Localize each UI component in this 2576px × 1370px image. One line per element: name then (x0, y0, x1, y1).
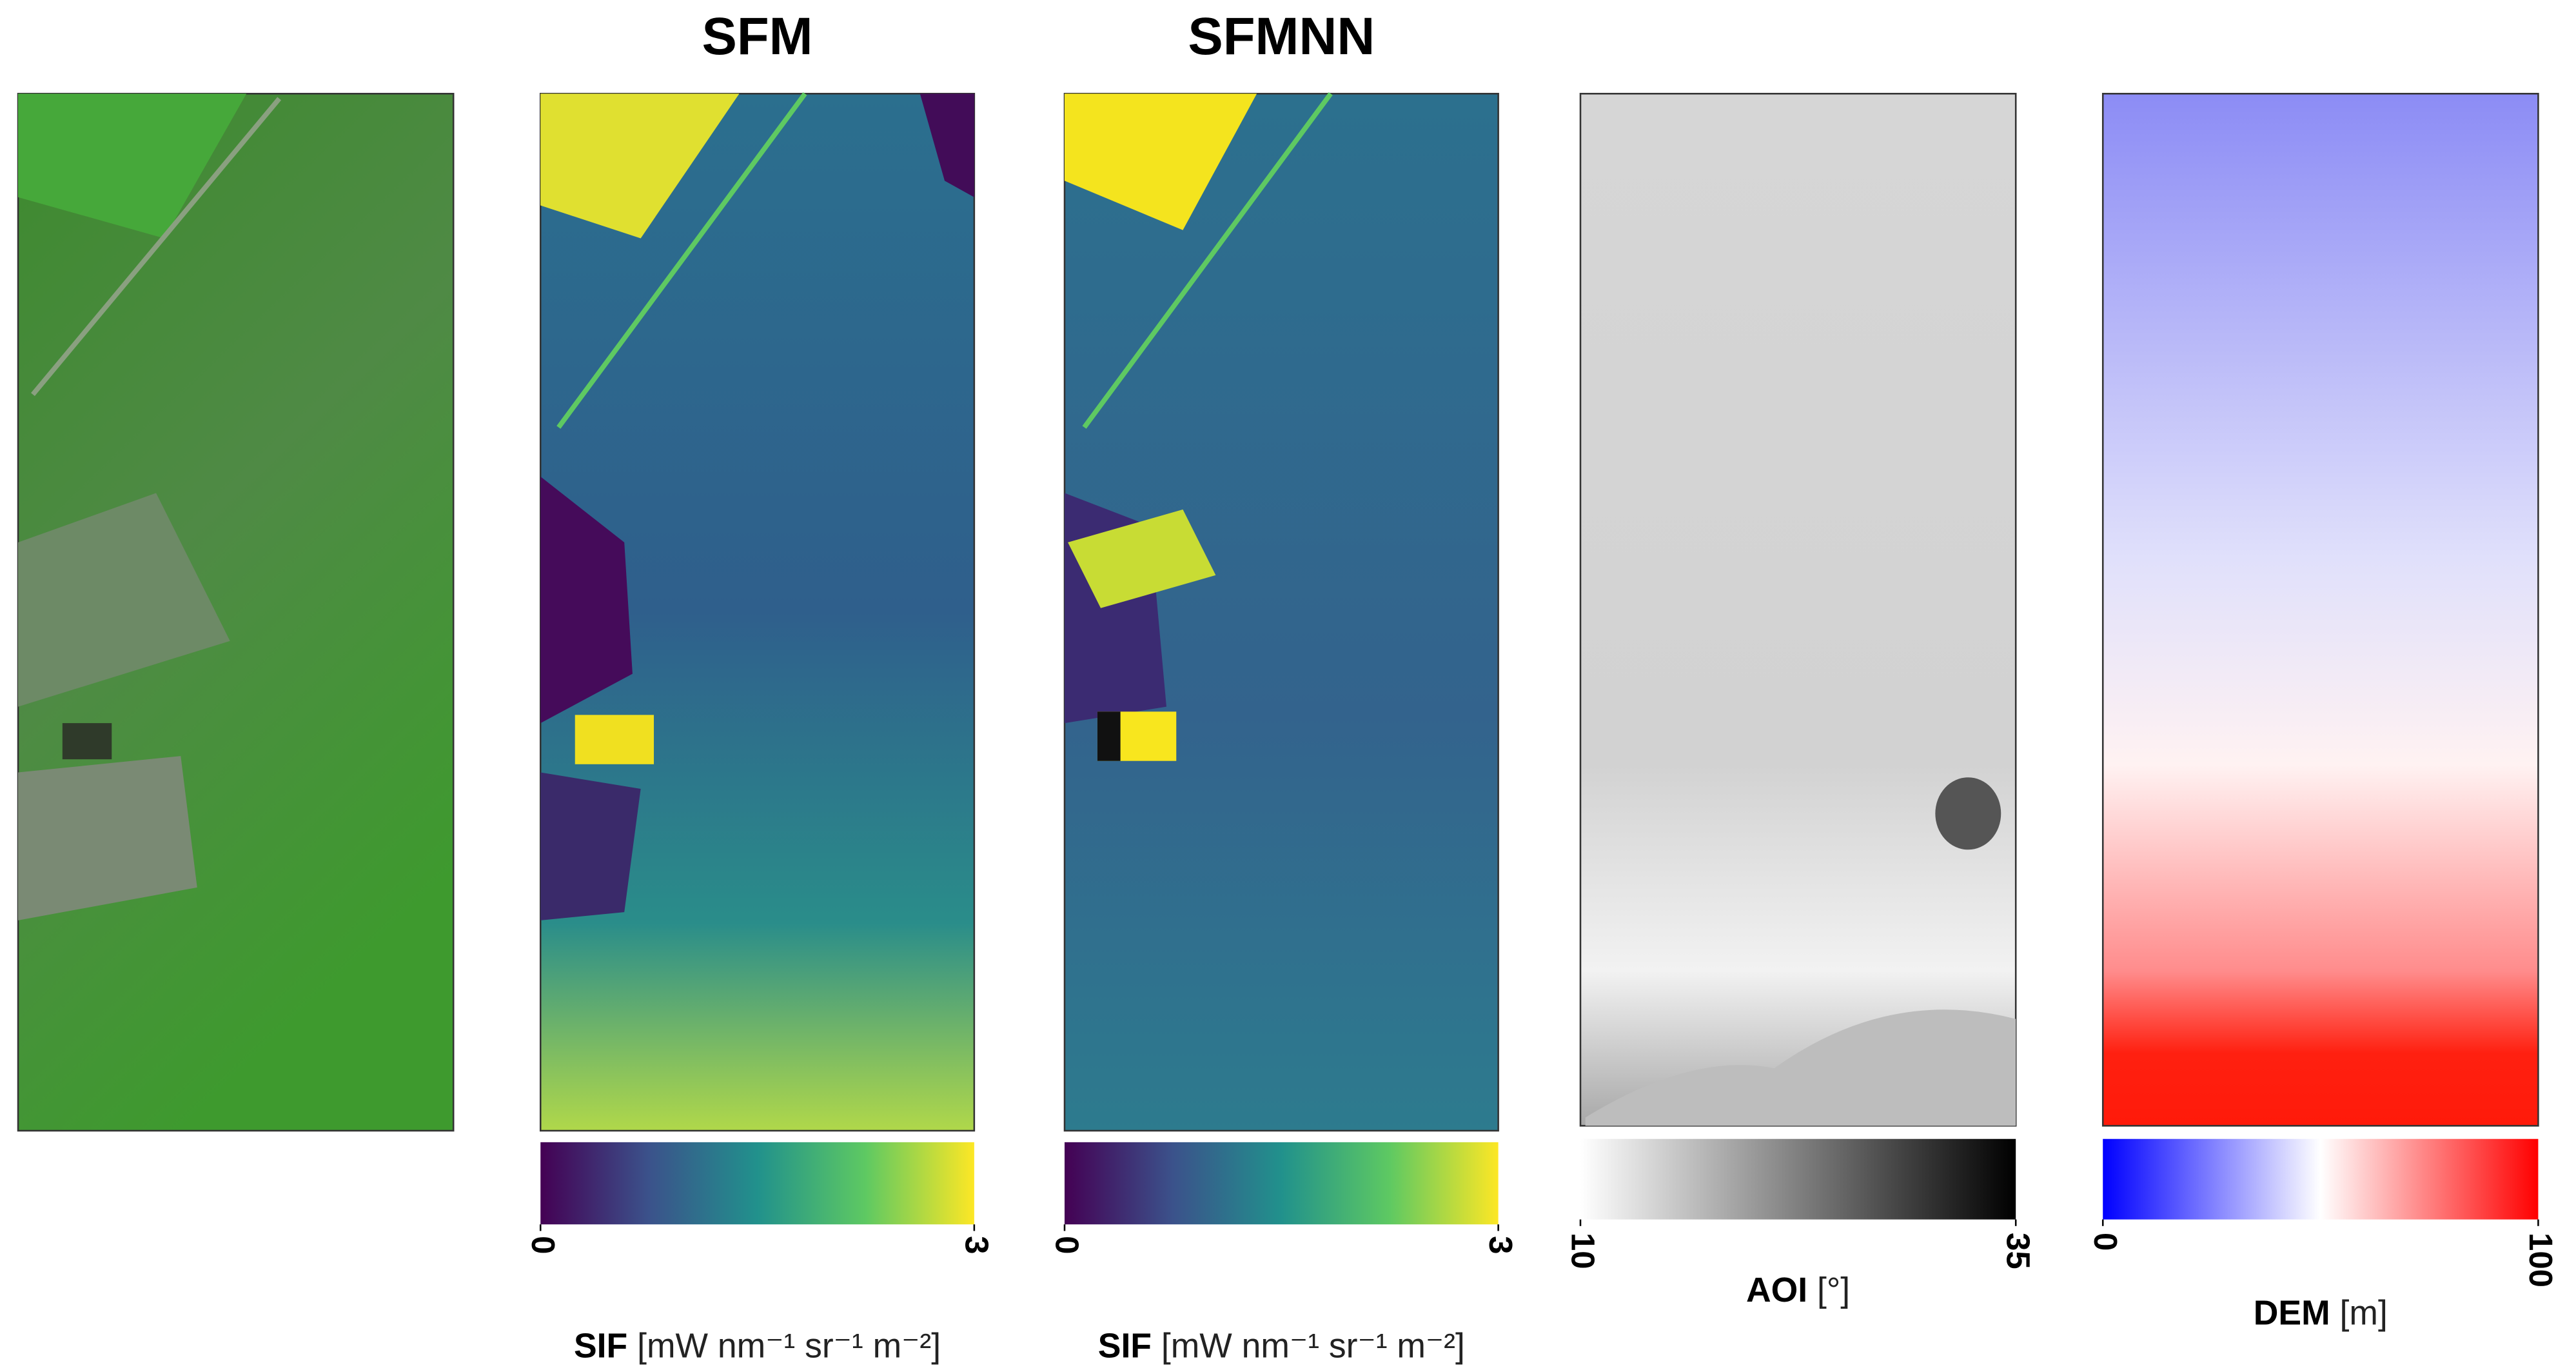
colorbar-tick-label: 10 (1565, 1233, 1602, 1269)
sfm-image (540, 94, 974, 1131)
dem-image (2103, 94, 2538, 1126)
colorbar-label-unit: [m] (2340, 1295, 2388, 1333)
colorbar-label: AOI [°] (1746, 1271, 1850, 1309)
colorbar-tick-label: 3 (1482, 1236, 1519, 1254)
colorbar (540, 1142, 974, 1224)
figure: SFM SFMNN 0 3 SIF [mW nm⁻¹ sr⁻¹ m⁻²] 0 3 SIF [m… (0, 0, 2576, 1370)
colorbar (1580, 1139, 2016, 1220)
colorbar-tick-label: 0 (2087, 1233, 2124, 1251)
colorbar-tick-label: 3 (958, 1236, 995, 1254)
rgb-image (18, 94, 453, 1131)
colorbar-label-unit: [mW nm⁻¹ sr⁻¹ m⁻²] (1161, 1327, 1465, 1365)
colorbar-label-unit: [mW nm⁻¹ sr⁻¹ m⁻²] (637, 1327, 941, 1365)
colorbar-tick-label: 100 (2522, 1233, 2559, 1287)
panel-title: SFMNN (1188, 7, 1375, 66)
colorbar-label: SIF [mW nm⁻¹ sr⁻¹ m⁻²] (1098, 1327, 1465, 1365)
colorbar-label-name: SIF (574, 1327, 627, 1365)
colorbar (1065, 1142, 1499, 1224)
panel-title: SFM (702, 7, 813, 66)
colorbar-label-unit: [°] (1817, 1271, 1850, 1309)
colorbar-tick-label: 0 (525, 1236, 562, 1254)
page: SFM SFMNN 0 3 SIF [mW nm⁻¹ sr⁻¹ m⁻²] 0 3 SIF [m… (0, 0, 2576, 1370)
colorbar-tick-label: 0 (1049, 1236, 1086, 1254)
colorbar-label: SIF [mW nm⁻¹ sr⁻¹ m⁻²] (574, 1327, 941, 1365)
sfmnn-image (1065, 94, 1499, 1131)
colorbar-tick-label: 35 (2000, 1233, 2037, 1269)
colorbar-label-name: SIF (1098, 1327, 1152, 1365)
colorbar (2103, 1139, 2538, 1220)
colorbar-label: DEM [m] (2254, 1295, 2388, 1333)
colorbar-label-name: AOI (1746, 1271, 1807, 1309)
colorbar-label-name: DEM (2254, 1295, 2330, 1333)
aoi-image (1580, 94, 2016, 1126)
